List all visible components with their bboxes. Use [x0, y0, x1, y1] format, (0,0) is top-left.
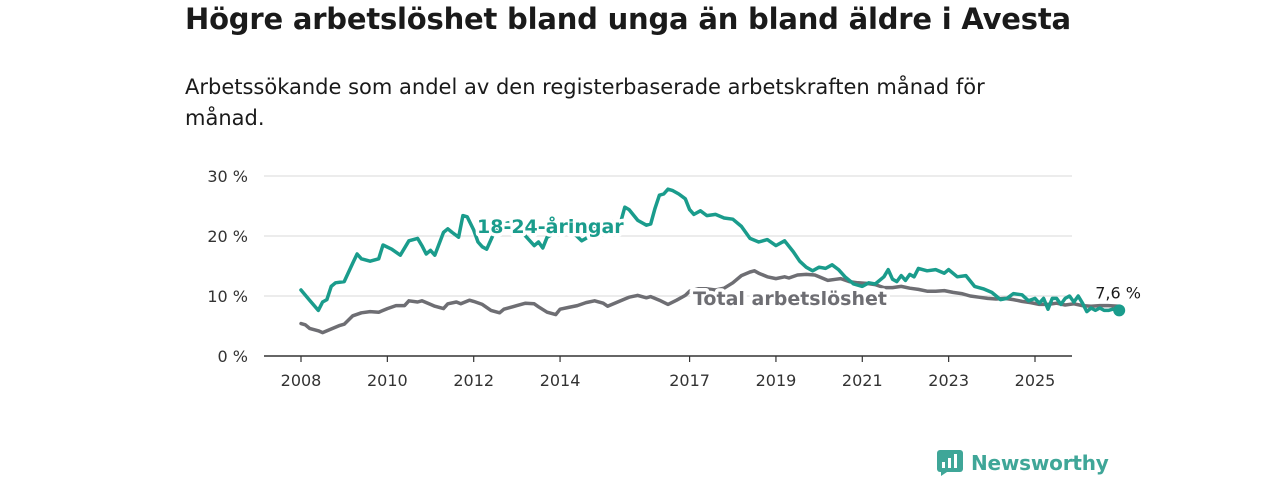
- series-lines: [299, 187, 1121, 335]
- brand-name: Newsworthy: [971, 451, 1109, 475]
- series-label-total: Total arbetslöshet: [693, 288, 887, 310]
- x-tick-label: 2019: [756, 371, 797, 390]
- gridlines: [264, 175, 1072, 297]
- x-tick-label: 2012: [453, 371, 494, 390]
- x-tick-label: 2014: [540, 371, 581, 390]
- y-tick-label: 20 %: [207, 227, 248, 246]
- chart-title: Högre arbetslöshet bland unga än bland ä…: [185, 2, 1071, 36]
- y-tick-label: 0 %: [218, 347, 248, 366]
- series-label-youth: 18-24-åringar: [477, 214, 624, 238]
- newsworthy-logo-icon: [937, 450, 963, 476]
- x-tick-label: 2023: [928, 371, 969, 390]
- chart-subtitle: Arbetssökande som andel av den registerb…: [185, 75, 985, 130]
- brand[interactable]: Newsworthy: [937, 448, 1109, 478]
- x-tick-label: 2021: [842, 371, 883, 390]
- end-value-marker: 7,6 %: [1093, 281, 1143, 317]
- x-axis: [264, 355, 1072, 362]
- series-line-youth-18-24: [299, 187, 1121, 314]
- end-value-label: 7,6 %: [1095, 283, 1141, 302]
- series-line-total: [299, 269, 1121, 335]
- y-tick-label: 30 %: [207, 167, 248, 186]
- x-tick-label: 2017: [669, 371, 710, 390]
- x-axis-tick-labels: 2008 2010 2012 2014 2017 2019 2021 2023 2025: [281, 371, 1056, 390]
- y-tick-label: 10 %: [207, 287, 248, 306]
- y-axis-tick-labels: 0 % 10 % 20 % 30 %: [207, 167, 248, 366]
- end-point-marker: [1113, 304, 1126, 317]
- x-tick-label: 2008: [281, 371, 322, 390]
- x-tick-label: 2025: [1015, 371, 1056, 390]
- x-tick-label: 2010: [367, 371, 408, 390]
- series-labels: 18-24-åringar Total arbetslöshet: [474, 211, 891, 314]
